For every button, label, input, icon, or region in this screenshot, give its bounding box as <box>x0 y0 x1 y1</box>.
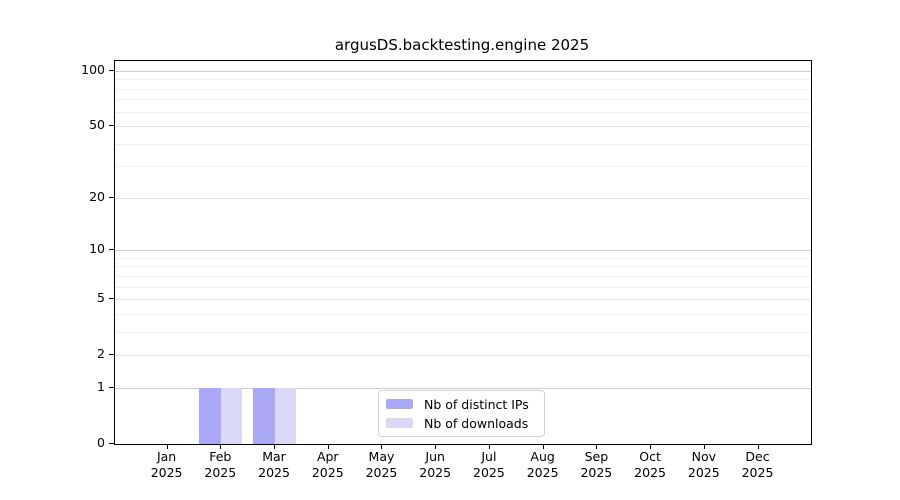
y-tick-mark <box>109 197 114 198</box>
chart-title: argusDS.backtesting.engine 2025 <box>114 36 810 54</box>
gridline <box>115 287 811 288</box>
legend-swatch-downloads <box>386 418 413 428</box>
legend-swatch-distinct-ips <box>386 399 413 409</box>
x-tick-year: 2025 <box>726 465 790 481</box>
y-tick-label: 0 <box>45 435 105 451</box>
bar <box>221 388 243 444</box>
bar <box>199 388 221 444</box>
y-tick-label: 100 <box>45 62 105 78</box>
legend-entry: Nb of downloads <box>386 416 544 431</box>
plot-area <box>114 60 812 445</box>
legend-label: Nb of distinct IPs <box>424 397 529 412</box>
y-tick-mark <box>109 354 114 355</box>
figure: argusDS.backtesting.engine 2025 Nb of di… <box>0 0 900 500</box>
gridline <box>115 332 811 333</box>
bar <box>275 388 297 444</box>
legend-label: Nb of downloads <box>424 416 528 431</box>
gridline <box>115 299 811 300</box>
gridline <box>115 71 811 72</box>
gridline <box>115 79 811 80</box>
x-tick-month: Dec <box>726 449 790 465</box>
y-tick-label: 2 <box>45 346 105 362</box>
gridline <box>115 99 811 100</box>
y-tick-label: 5 <box>45 290 105 306</box>
y-tick-mark <box>109 249 114 250</box>
bar <box>253 388 275 444</box>
y-tick-mark <box>109 443 114 444</box>
x-tick-label: Dec2025 <box>726 449 790 481</box>
gridline <box>115 258 811 259</box>
y-tick-label: 1 <box>45 379 105 395</box>
y-tick-mark <box>109 125 114 126</box>
gridline <box>115 89 811 90</box>
gridline <box>115 198 811 199</box>
gridline <box>115 266 811 267</box>
gridline <box>115 355 811 356</box>
y-tick-label: 50 <box>45 117 105 133</box>
y-tick-mark <box>109 387 114 388</box>
gridline <box>115 314 811 315</box>
y-tick-label: 20 <box>45 189 105 205</box>
y-tick-label: 10 <box>45 241 105 257</box>
legend-entry: Nb of distinct IPs <box>386 397 544 412</box>
legend: Nb of distinct IPs Nb of downloads <box>378 390 545 437</box>
gridline <box>115 112 811 113</box>
gridline <box>115 166 811 167</box>
y-tick-mark <box>109 70 114 71</box>
gridline <box>115 276 811 277</box>
gridline <box>115 250 811 251</box>
gridline <box>115 144 811 145</box>
gridline <box>115 126 811 127</box>
y-tick-mark <box>109 298 114 299</box>
